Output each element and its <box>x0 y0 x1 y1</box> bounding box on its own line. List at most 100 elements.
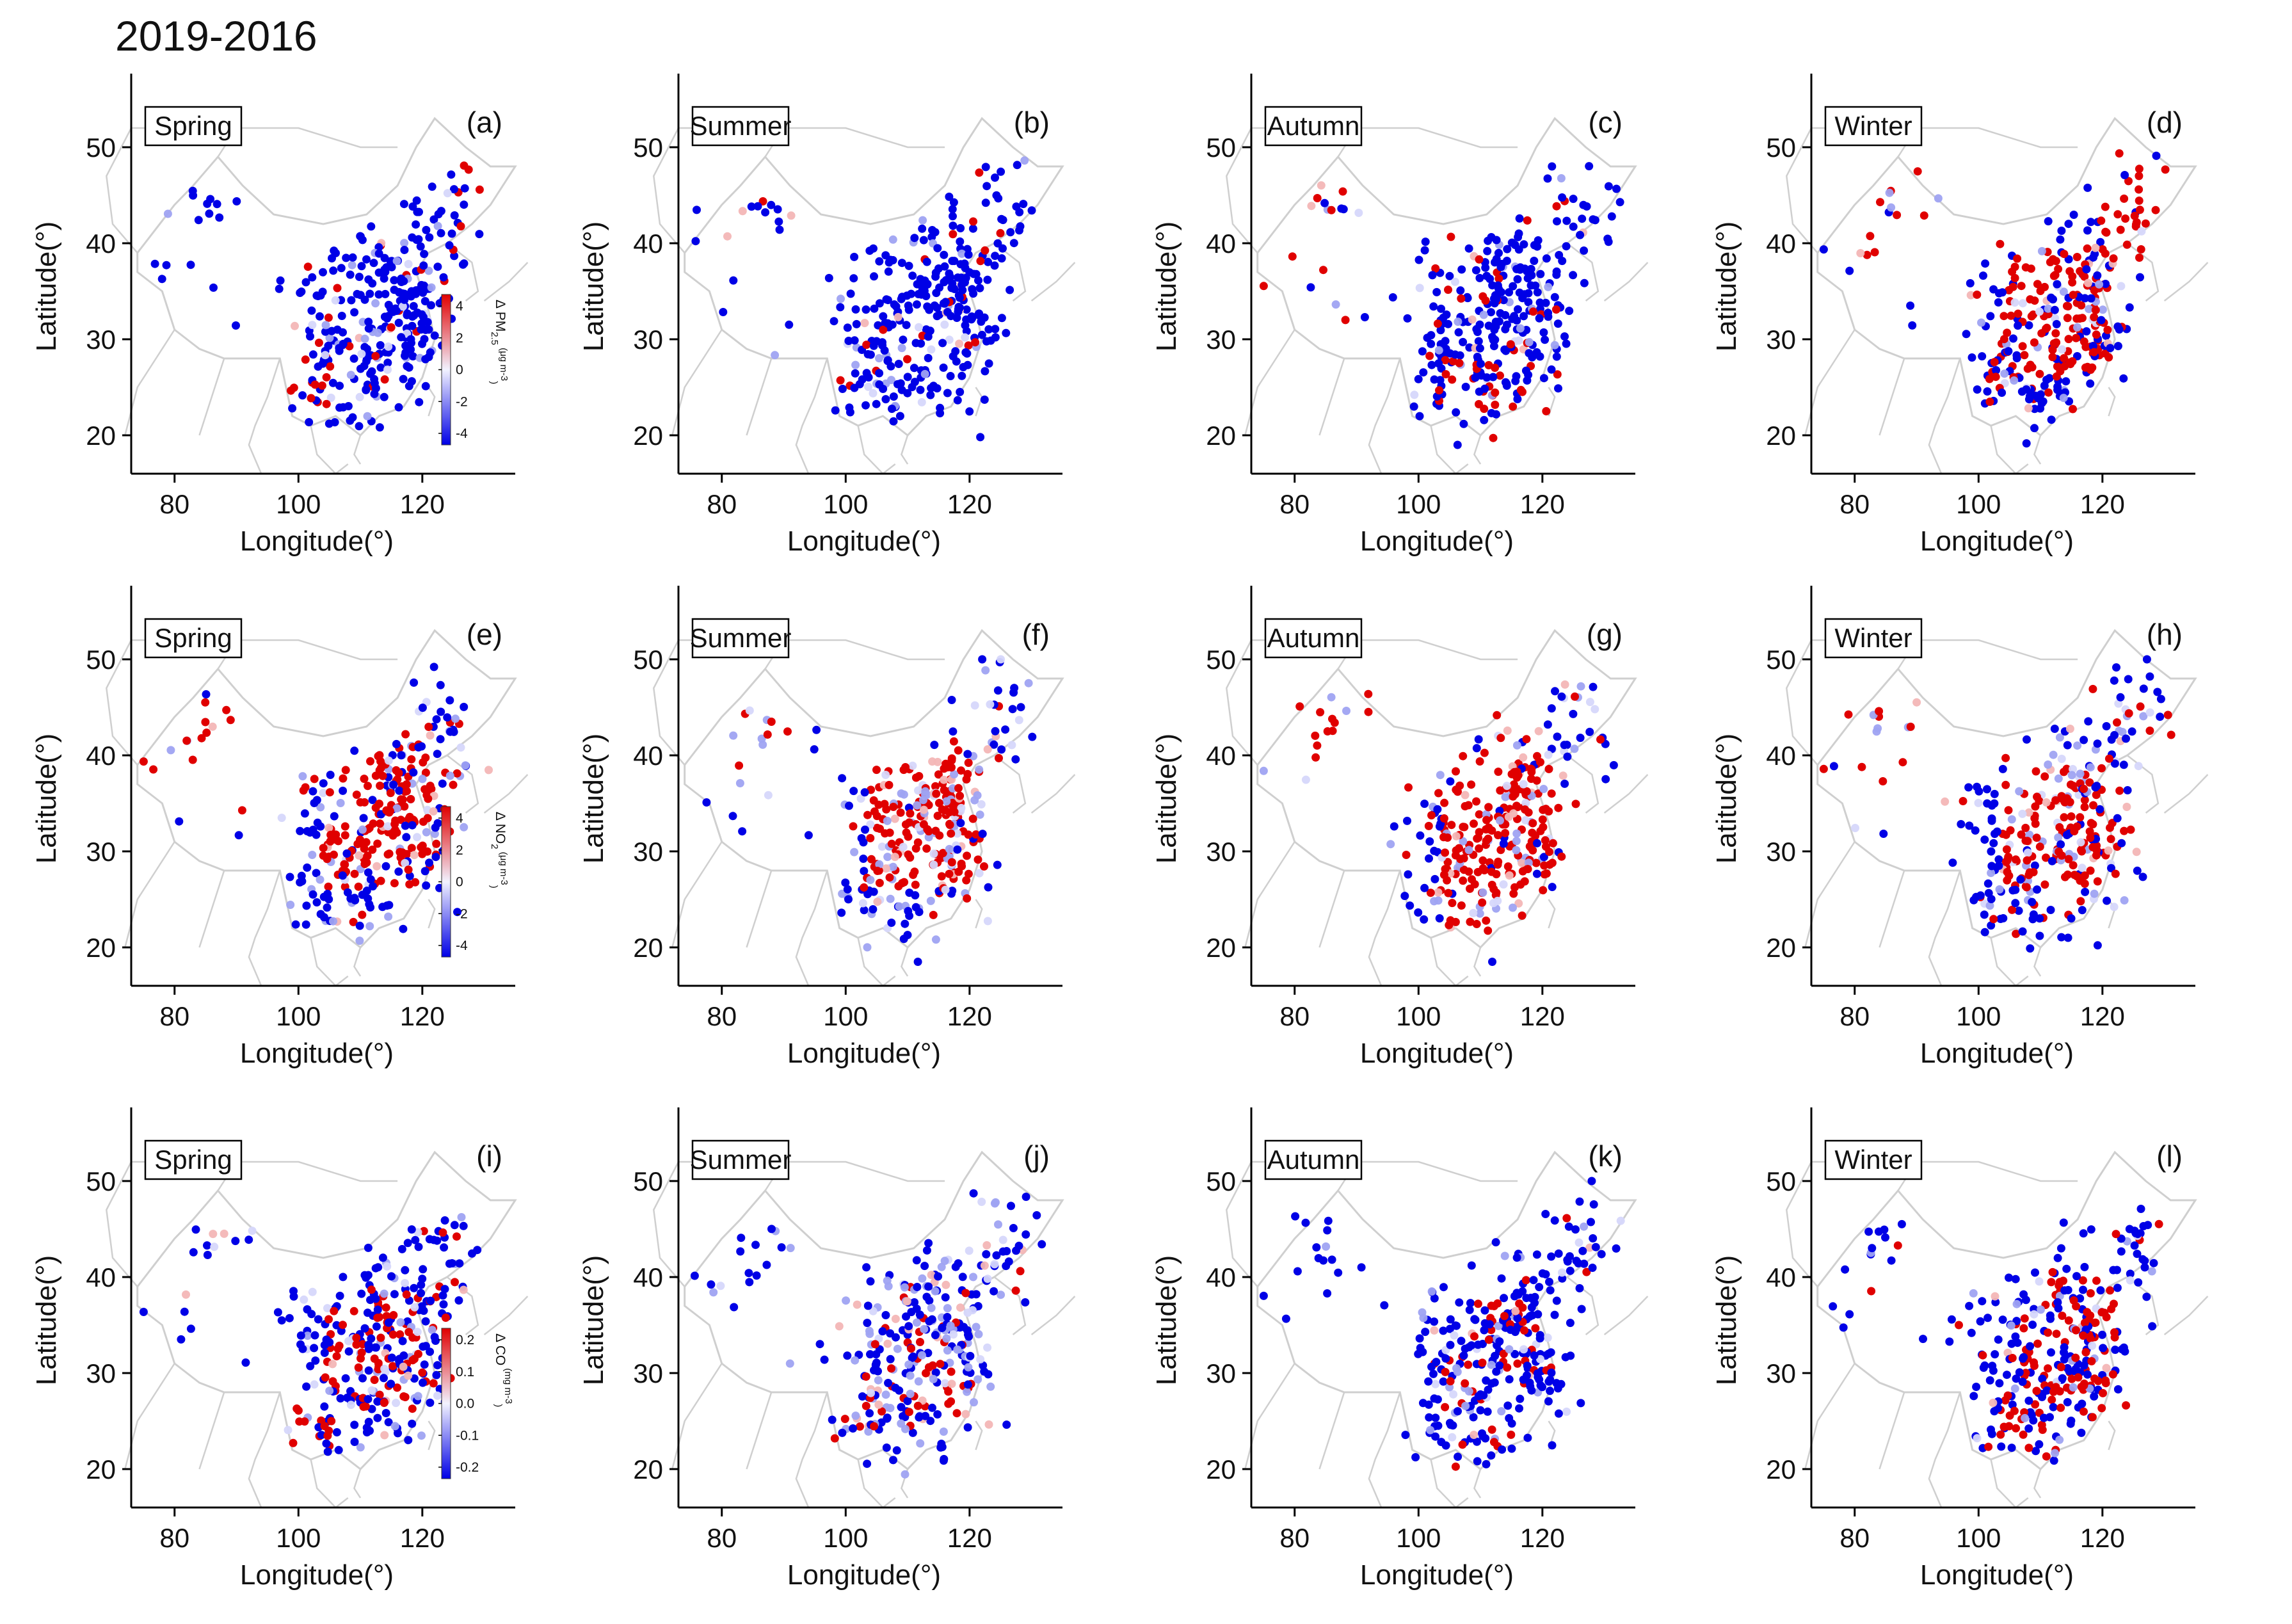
station-point <box>366 875 375 884</box>
season-label-box: Winter <box>1824 106 1923 147</box>
station-point <box>407 377 416 386</box>
station-point <box>1580 1222 1589 1231</box>
station-point <box>2110 731 2119 739</box>
station-point <box>322 1439 331 1448</box>
station-point <box>945 808 954 817</box>
station-point <box>468 1249 476 1258</box>
station-point <box>362 255 371 264</box>
station-point <box>372 1322 381 1331</box>
y-tick-label: 50 <box>1766 1166 1796 1196</box>
station-point <box>378 771 387 780</box>
station-point <box>398 1337 407 1346</box>
station-point <box>1455 1298 1464 1307</box>
station-point <box>1555 251 1564 259</box>
station-point <box>182 736 191 745</box>
station-point <box>323 1447 332 1456</box>
station-point <box>341 860 349 869</box>
station-point <box>1503 245 1512 253</box>
station-point <box>964 1330 972 1339</box>
station-point <box>422 225 431 234</box>
station-point <box>1466 1299 1475 1308</box>
station-point <box>949 230 958 239</box>
station-point <box>2121 214 2130 223</box>
station-point <box>972 1323 981 1331</box>
station-point <box>396 1330 405 1339</box>
station-point <box>1479 1391 1488 1400</box>
y-tick-label: 20 <box>1766 933 1796 963</box>
x-tick-label: 80 <box>1279 1523 1310 1553</box>
neighbor-boundary <box>1473 947 1482 977</box>
station-point <box>2156 695 2165 703</box>
station-point <box>1493 1299 1502 1308</box>
station-point <box>1996 239 2005 248</box>
station-point <box>1465 1305 1474 1314</box>
station-point <box>2030 338 2039 347</box>
station-point <box>1985 1376 1994 1385</box>
panel-tag: (j) <box>1023 1139 1050 1173</box>
station-point <box>2087 1357 2096 1365</box>
station-point <box>321 321 330 330</box>
station-point <box>916 1338 924 1346</box>
station-point <box>963 1380 972 1389</box>
station-point <box>943 763 952 772</box>
station-point <box>285 1314 294 1323</box>
station-point <box>2124 709 2133 718</box>
station-point <box>2086 379 2095 388</box>
station-point <box>1978 1297 1987 1306</box>
station-point <box>881 395 890 404</box>
station-point <box>938 339 947 348</box>
station-point <box>915 1310 924 1319</box>
station-point <box>965 1246 974 1255</box>
station-point <box>912 1256 921 1265</box>
station-point <box>364 275 373 284</box>
neighbor-boundary <box>993 1276 1027 1335</box>
station-point <box>2058 345 2067 354</box>
station-point <box>2010 1384 2019 1393</box>
station-point <box>878 842 886 851</box>
station-point <box>316 291 325 300</box>
station-point <box>1962 330 1971 339</box>
station-point <box>1987 862 1996 871</box>
station-point <box>901 763 910 771</box>
station-point <box>418 775 427 784</box>
station-point <box>870 1340 879 1349</box>
station-point <box>2054 833 2063 842</box>
station-point <box>2012 929 2021 938</box>
station-point <box>326 830 335 839</box>
station-point <box>946 372 955 380</box>
station-point <box>407 1225 416 1234</box>
station-point <box>693 205 701 214</box>
station-point <box>2119 760 2128 769</box>
station-point <box>2117 1247 2126 1256</box>
station-point <box>851 369 860 378</box>
station-point <box>1563 1257 1572 1266</box>
station-point <box>2104 846 2113 855</box>
station-point <box>2040 880 2049 889</box>
station-point <box>445 241 454 250</box>
station-point <box>374 249 383 258</box>
colorbar-tick-label: 0 <box>456 363 463 378</box>
station-point <box>425 233 434 242</box>
station-point <box>945 192 954 201</box>
station-point <box>2012 1374 2021 1383</box>
station-point <box>2023 364 2032 373</box>
station-point <box>964 1363 973 1372</box>
station-point <box>963 894 972 903</box>
station-point <box>1474 833 1482 842</box>
panel-tag: (k) <box>1588 1139 1623 1173</box>
panel-tag: (f) <box>1022 618 1050 651</box>
station-point <box>1518 1303 1527 1312</box>
station-point <box>840 1415 849 1424</box>
neighbor-boundary <box>428 899 436 929</box>
station-point <box>316 875 325 884</box>
station-point <box>1454 328 1463 337</box>
station-point <box>1259 766 1268 775</box>
station-point <box>1551 305 1560 314</box>
station-point <box>1313 741 1322 750</box>
station-point <box>1539 374 1548 383</box>
station-point <box>1475 810 1484 819</box>
station-point <box>963 851 972 860</box>
station-point <box>968 285 977 294</box>
station-point <box>2149 1258 2158 1267</box>
station-point <box>2103 896 2112 905</box>
